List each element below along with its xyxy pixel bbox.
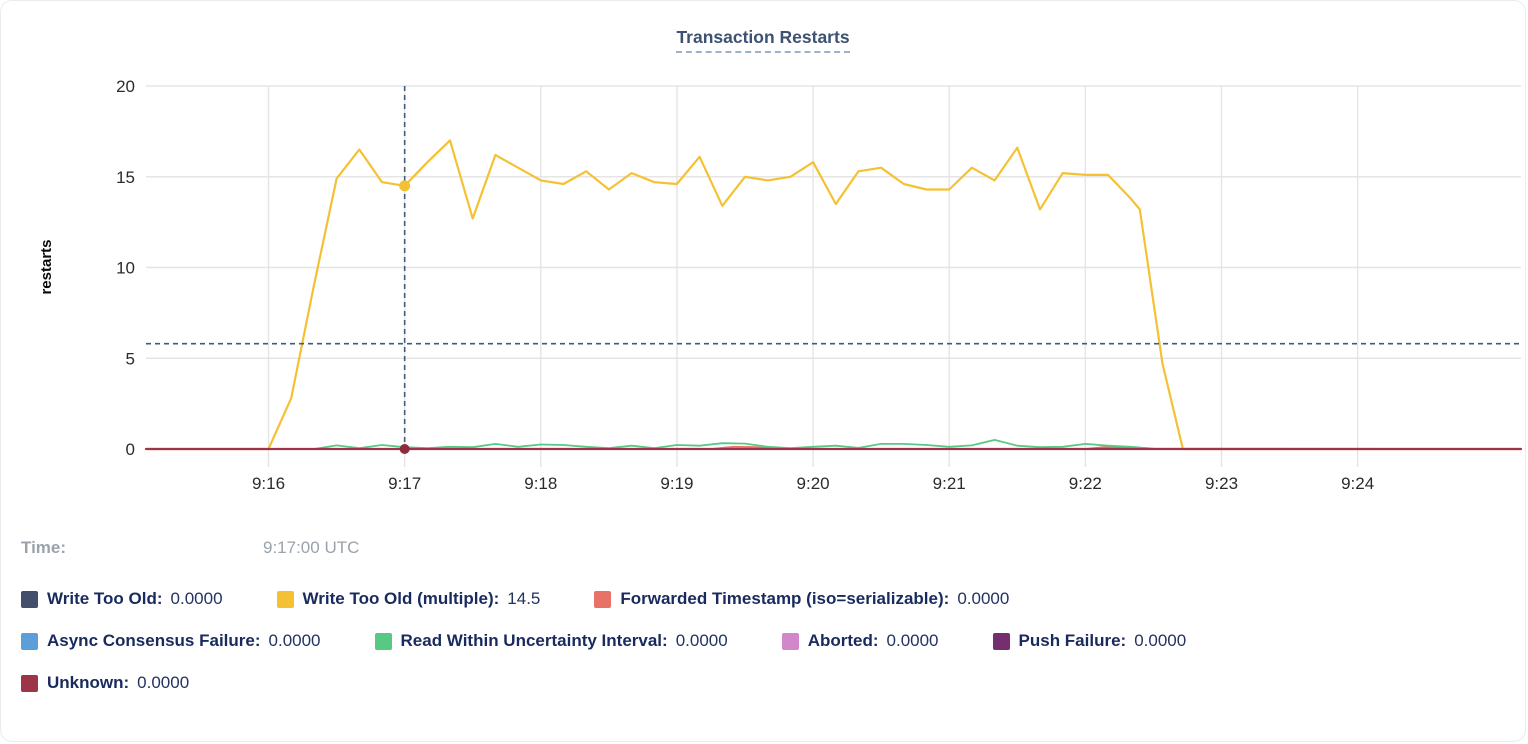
legend-label: Write Too Old (multiple): [302, 589, 500, 608]
legend-value: 14.5 [507, 589, 541, 608]
legend-swatch-icon [781, 632, 799, 650]
legend-swatch-icon [992, 632, 1010, 650]
x-tick-label: 9:19 [660, 474, 693, 493]
legend-swatch-icon [21, 632, 38, 650]
legend-row: Async Consensus Failure: 0.0000 Read Withi… [21, 631, 1515, 651]
x-tick-label: 9:22 [1069, 474, 1102, 493]
legend-label: Write Too Old: [47, 589, 163, 608]
legend-value: 0.0000 [137, 673, 190, 692]
hover-time-value: 9:17:00 UTC [263, 538, 360, 557]
series-lines [144, 139, 1523, 451]
chart-title-wrap: Transaction Restarts [1, 27, 1525, 53]
series-write-too-old-multiple- [144, 139, 1523, 451]
hover-point [399, 180, 411, 192]
legend-swatch-icon [21, 590, 38, 608]
legend-item[interactable]: Write Too Old: 0.0000 [21, 589, 223, 609]
chart-legend: Write Too Old: 0.0000 Write Too Old (multi… [21, 589, 1515, 715]
x-tick-label: 9:21 [933, 474, 966, 493]
legend-item[interactable]: Read Within Uncertainty Interval: 0.0000 [374, 631, 728, 651]
legend-label: Async Consensus Failure: [47, 631, 261, 650]
y-tick-label: 15 [116, 168, 135, 187]
legend-label: Aborted: [807, 631, 879, 650]
y-tick-label: 0 [126, 440, 135, 459]
legend-swatch-icon [21, 674, 38, 692]
legend-item[interactable]: Forwarded Timestamp (iso=serializable): 0… [594, 589, 1009, 609]
y-tick-label: 5 [126, 349, 135, 368]
legend-row: Unknown: 0.0000 [21, 673, 1515, 693]
legend-item[interactable]: Aborted: 0.0000 [781, 631, 939, 651]
legend-value: 0.0000 [957, 589, 1010, 608]
hover-point [399, 444, 410, 454]
hover-time-row: Time: 9:17:00 UTC [21, 538, 1505, 562]
legend-value: 0.0000 [1134, 631, 1187, 650]
chart-title[interactable]: Transaction Restarts [676, 27, 850, 53]
legend-value: 0.0000 [675, 631, 728, 650]
legend-swatch-icon [276, 590, 294, 608]
y-axis-ticks: 0 5 10 15 20 [116, 77, 135, 459]
series-read-within-uncertainty-interval [145, 438, 1522, 450]
legend-item[interactable]: Unknown: 0.0000 [21, 673, 189, 693]
legend-value: 0.0000 [170, 589, 223, 608]
chart-canvas[interactable]: 0 5 10 15 20 9:16 9:17 9:18 9:19 9:20 9:21 9:22 9:23… [1, 1, 1526, 506]
hover-time-label: Time: [21, 538, 67, 557]
y-axis-label: restarts [38, 239, 55, 294]
legend-item[interactable]: Async Consensus Failure: 0.0000 [21, 631, 321, 651]
legend-item[interactable]: Push Failure: 0.0000 [992, 631, 1187, 651]
legend-row: Write Too Old: 0.0000 Write Too Old (multi… [21, 589, 1515, 609]
legend-swatch-icon [374, 632, 392, 650]
legend-label: Unknown: [47, 673, 130, 692]
gridlines [146, 85, 1521, 467]
legend-label: Forwarded Timestamp (iso=serializable): [620, 589, 950, 608]
x-tick-label: 9:17 [388, 474, 421, 493]
crosshair [146, 86, 1521, 449]
x-tick-label: 9:20 [797, 474, 830, 493]
x-tick-label: 9:24 [1341, 474, 1374, 493]
x-axis-ticks: 9:16 9:17 9:18 9:19 9:20 9:21 9:22 9:23 9:24 [252, 474, 1374, 493]
legend-swatch-icon [594, 590, 612, 608]
legend-label: Read Within Uncertainty Interval: [400, 631, 668, 650]
x-tick-label: 9:16 [252, 474, 285, 493]
legend-label: Push Failure: [1018, 631, 1127, 650]
x-tick-label: 9:23 [1205, 474, 1238, 493]
y-tick-label: 20 [116, 77, 135, 96]
x-tick-label: 9:18 [524, 474, 557, 493]
legend-value: 0.0000 [268, 631, 321, 650]
legend-item[interactable]: Write Too Old (multiple): 14.5 [276, 589, 541, 609]
y-tick-label: 10 [116, 259, 135, 278]
legend-value: 0.0000 [886, 631, 939, 650]
